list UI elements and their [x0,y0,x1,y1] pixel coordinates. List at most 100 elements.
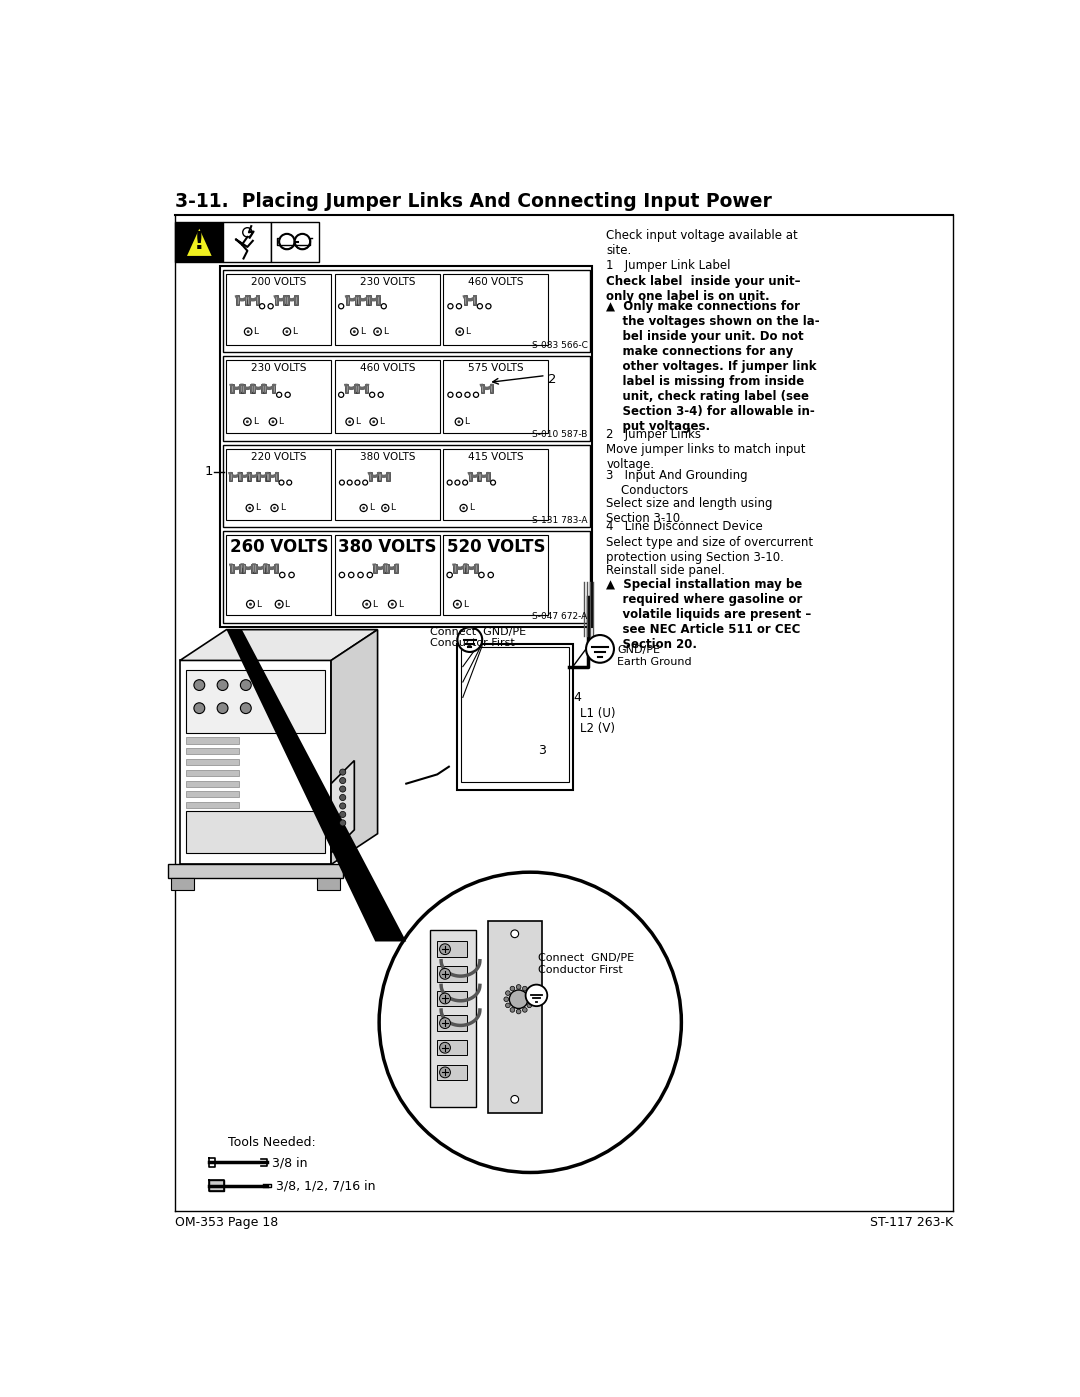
Circle shape [510,990,528,1009]
FancyBboxPatch shape [241,384,245,393]
Circle shape [339,778,346,784]
FancyBboxPatch shape [473,295,476,305]
FancyBboxPatch shape [462,563,467,573]
FancyBboxPatch shape [229,472,232,481]
Circle shape [280,573,285,578]
Circle shape [357,573,363,578]
Circle shape [440,1067,450,1077]
Circle shape [464,393,470,397]
Text: 3/8, 1/2, 7/16 in: 3/8, 1/2, 7/16 in [276,1180,376,1193]
Polygon shape [186,226,213,257]
Circle shape [246,330,249,332]
Circle shape [510,1007,515,1013]
FancyBboxPatch shape [346,295,349,305]
FancyBboxPatch shape [365,295,369,305]
FancyBboxPatch shape [230,563,233,573]
FancyBboxPatch shape [220,267,592,627]
Text: OM-353 Page 18: OM-353 Page 18 [175,1215,279,1229]
Text: L: L [355,418,360,426]
FancyBboxPatch shape [261,384,265,393]
Circle shape [194,680,205,690]
Text: GND/PE
Earth Ground: GND/PE Earth Ground [617,645,691,666]
Circle shape [511,1095,518,1104]
FancyBboxPatch shape [274,472,278,481]
Circle shape [276,393,282,397]
Circle shape [339,768,346,775]
Circle shape [447,481,453,485]
Circle shape [523,1007,527,1013]
FancyBboxPatch shape [488,921,542,1113]
FancyBboxPatch shape [247,472,251,481]
Circle shape [456,328,463,335]
FancyBboxPatch shape [335,448,440,520]
FancyBboxPatch shape [251,384,254,393]
Circle shape [217,680,228,690]
FancyBboxPatch shape [240,384,243,393]
Circle shape [529,997,534,1002]
Text: 230 VOLTS: 230 VOLTS [360,277,415,286]
FancyBboxPatch shape [245,295,248,305]
FancyBboxPatch shape [474,563,477,573]
FancyBboxPatch shape [247,472,251,481]
Circle shape [338,393,343,397]
FancyBboxPatch shape [489,384,492,393]
Circle shape [462,481,468,485]
FancyBboxPatch shape [486,472,489,481]
Text: Reinstall side panel.: Reinstall side panel. [606,564,725,577]
FancyBboxPatch shape [437,1065,467,1080]
Text: 3/8 in: 3/8 in [272,1157,308,1169]
Circle shape [455,481,460,485]
Circle shape [440,993,450,1004]
Circle shape [339,481,345,485]
Text: L: L [463,599,468,609]
FancyBboxPatch shape [186,781,239,787]
FancyBboxPatch shape [477,472,481,481]
Circle shape [279,481,284,485]
FancyBboxPatch shape [354,384,357,393]
Circle shape [363,481,367,485]
Polygon shape [332,760,354,854]
Circle shape [279,233,295,249]
Text: L: L [465,327,470,337]
Circle shape [378,393,383,397]
Circle shape [369,393,375,397]
Circle shape [505,990,510,996]
FancyBboxPatch shape [224,222,271,261]
FancyBboxPatch shape [186,791,239,798]
FancyBboxPatch shape [230,384,233,393]
Circle shape [241,680,252,690]
Text: 380 VOLTS: 380 VOLTS [360,451,415,462]
Circle shape [526,985,548,1006]
FancyBboxPatch shape [460,647,569,782]
FancyBboxPatch shape [186,813,239,819]
FancyBboxPatch shape [437,942,467,957]
Circle shape [376,330,379,332]
Circle shape [490,481,496,485]
Text: !: ! [194,231,204,254]
Polygon shape [227,630,406,942]
FancyBboxPatch shape [222,356,590,441]
FancyBboxPatch shape [227,448,332,520]
FancyBboxPatch shape [186,669,325,733]
Text: S-131 783-A: S-131 783-A [532,515,588,525]
Circle shape [391,602,394,606]
Circle shape [381,303,387,309]
Circle shape [527,990,531,996]
Circle shape [486,303,491,309]
Text: 2   Jumper Links: 2 Jumper Links [606,427,701,441]
FancyBboxPatch shape [444,360,548,433]
Circle shape [458,330,461,332]
FancyBboxPatch shape [175,222,224,261]
Text: L: L [279,418,283,426]
Circle shape [447,573,453,578]
Text: 3   Input And Grounding
    Conductors: 3 Input And Grounding Conductors [606,469,747,497]
Circle shape [246,420,248,423]
Text: Select type and size of overcurrent
protection using Section 3-10.: Select type and size of overcurrent prot… [606,535,813,564]
FancyBboxPatch shape [262,384,267,393]
Circle shape [379,872,681,1172]
Text: Select size and length using
Section 3-10.: Select size and length using Section 3-1… [606,497,772,525]
Text: S-010 587-B: S-010 587-B [532,430,588,439]
Circle shape [339,795,346,800]
Circle shape [511,930,518,937]
Circle shape [389,601,396,608]
